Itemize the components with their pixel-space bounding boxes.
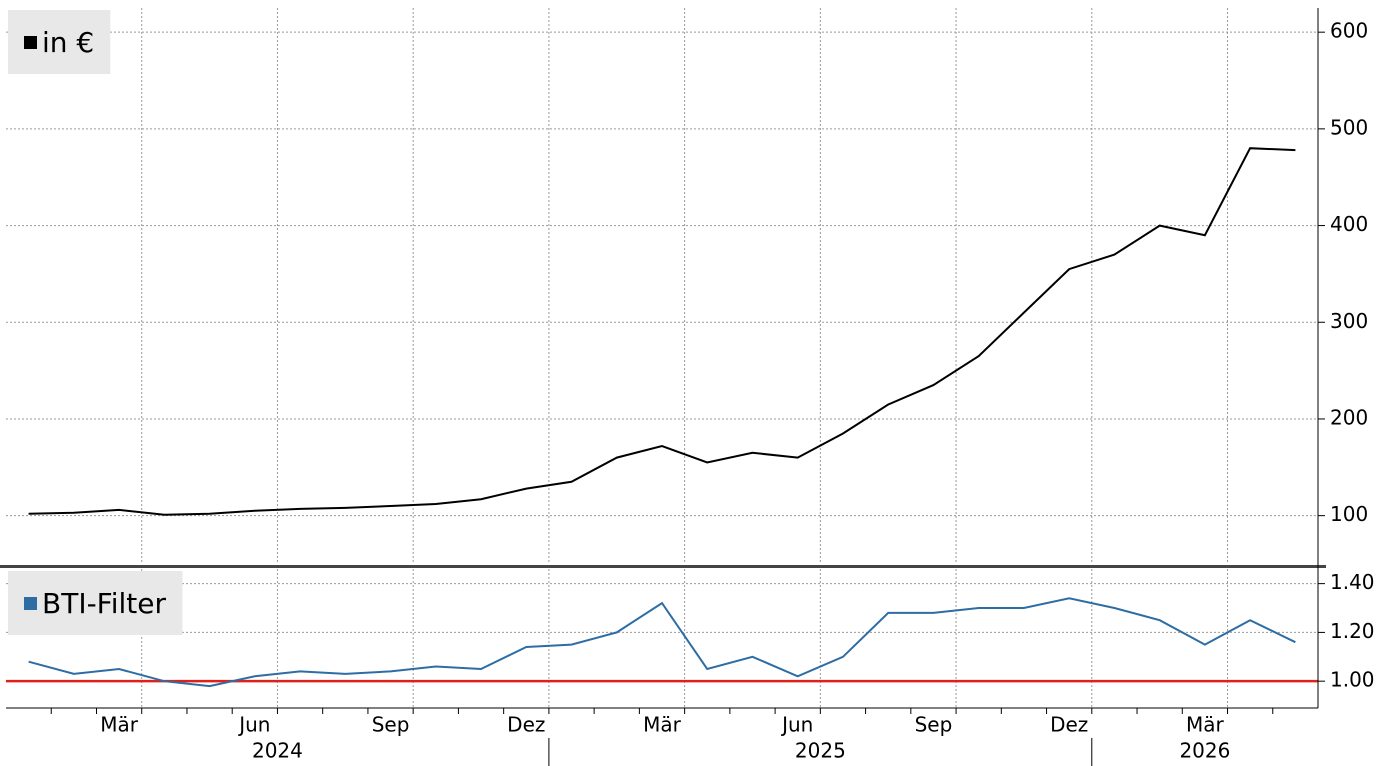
x-year-label: 2026 bbox=[1179, 739, 1230, 763]
legend-label: BTI-Filter bbox=[42, 587, 167, 620]
x-tick-label: Sep bbox=[915, 713, 953, 737]
series-line bbox=[28, 147, 1296, 516]
x-tick-label: Dez bbox=[1050, 713, 1088, 737]
x-tick-label: Mär bbox=[100, 713, 139, 737]
legend-box bbox=[8, 571, 183, 635]
y-tick-label: 400 bbox=[1330, 212, 1368, 236]
x-tick-label: Jun bbox=[237, 713, 270, 737]
x-year-label: 2024 bbox=[252, 739, 303, 763]
y-tick-label: 200 bbox=[1330, 405, 1368, 429]
x-tick-label: Mär bbox=[1186, 713, 1225, 737]
legend-swatch bbox=[24, 597, 37, 610]
x-tick-label: Jun bbox=[780, 713, 813, 737]
legend-swatch bbox=[24, 36, 37, 49]
series-line bbox=[28, 597, 1296, 688]
legend-label: in € bbox=[42, 26, 94, 59]
y-tick-label: 1.00 bbox=[1330, 668, 1375, 692]
x-tick-label: Dez bbox=[507, 713, 545, 737]
y-tick-label: 300 bbox=[1330, 309, 1368, 333]
y-tick-label: 600 bbox=[1330, 19, 1368, 43]
y-tick-label: 100 bbox=[1330, 502, 1368, 526]
y-tick-label: 1.20 bbox=[1330, 619, 1375, 643]
y-tick-label: 1.40 bbox=[1330, 570, 1375, 594]
x-tick-label: Mär bbox=[643, 713, 682, 737]
y-tick-label: 500 bbox=[1330, 115, 1368, 139]
x-year-label: 2025 bbox=[795, 739, 846, 763]
x-tick-label: Sep bbox=[372, 713, 410, 737]
